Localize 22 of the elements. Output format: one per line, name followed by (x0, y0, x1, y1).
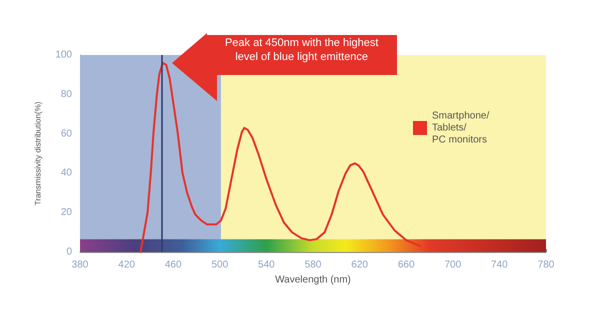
x-tick-label: 740 (491, 260, 508, 270)
x-tick-label: 540 (258, 260, 276, 270)
x-tick-label: 380 (72, 260, 89, 270)
y-tick-label: 0 (66, 246, 72, 258)
x-axis-title: Wavelength (nm) (275, 274, 351, 286)
x-tick-label: 500 (211, 260, 229, 270)
x-tick-label: 700 (444, 260, 462, 270)
x-tick-label: 580 (304, 260, 322, 270)
y-tick-label: 40 (60, 168, 72, 179)
y-tick-label: 100 (55, 50, 72, 60)
x-tick-label: 620 (351, 260, 368, 270)
y-axis-title: Transmissivity distribution(%) (34, 101, 42, 206)
x-tick-label: 420 (118, 260, 136, 270)
x-tick-label: 460 (164, 260, 182, 270)
y-tick-label: 60 (60, 128, 72, 140)
line-series (140, 62, 422, 253)
y-tick-label: 80 (60, 88, 72, 100)
annotation: Peak at 450nm with the highest level of blue light emittence (224, 36, 380, 64)
x-tick-label: 780 (538, 260, 555, 270)
x-tick-label: 660 (398, 260, 415, 270)
legend-label: Smartphone/ Tablets/ PC monitors (432, 110, 490, 146)
y-tick-label: 20 (60, 207, 72, 218)
